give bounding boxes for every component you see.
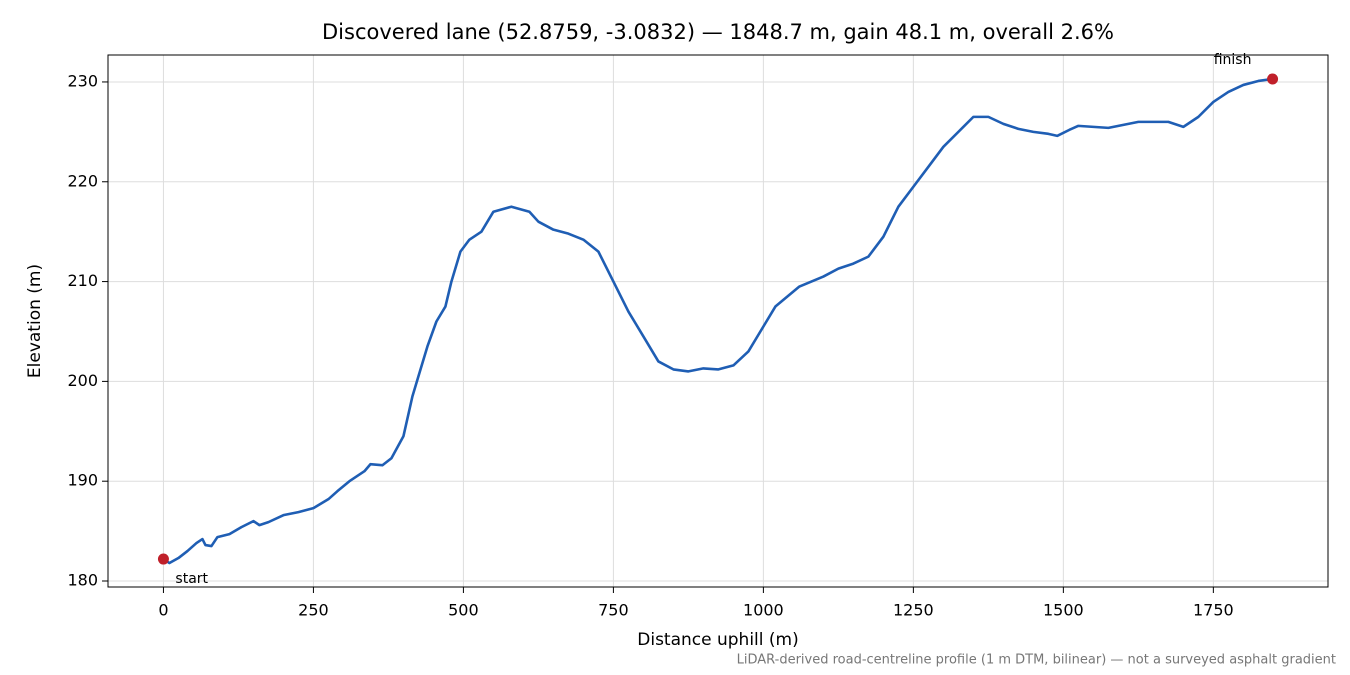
plot-frame: [107, 54, 1329, 588]
x-tick-label: 1750: [1193, 601, 1234, 620]
x-tick-label: 1250: [893, 601, 934, 620]
chart-title: Discovered lane (52.8759, -3.0832) — 184…: [322, 20, 1114, 44]
annotation: finish: [1214, 52, 1252, 68]
y-axis-label: Elevation (m): [25, 264, 45, 378]
x-tick-label: 500: [448, 601, 479, 620]
y-tick-label: 220: [67, 171, 98, 190]
endpoint-marker: [157, 553, 169, 565]
y-tick-label: 190: [67, 471, 98, 490]
x-tick-label: 250: [298, 601, 329, 620]
y-tick-label: 180: [67, 571, 98, 590]
footnote: LiDAR-derived road-centreline profile (1…: [737, 653, 1336, 668]
endpoint-marker: [1267, 73, 1279, 85]
x-axis-label: Distance uphill (m): [637, 630, 798, 650]
y-tick-label: 210: [67, 271, 98, 290]
annotation: start: [175, 571, 208, 587]
x-tick-label: 1500: [1043, 601, 1084, 620]
x-tick-label: 1000: [743, 601, 784, 620]
y-tick-label: 200: [67, 371, 98, 390]
x-tick-label: 0: [158, 601, 168, 620]
elevation-line: [162, 77, 1273, 565]
x-tick-label: 750: [598, 601, 629, 620]
y-tick-label: 230: [67, 71, 98, 90]
